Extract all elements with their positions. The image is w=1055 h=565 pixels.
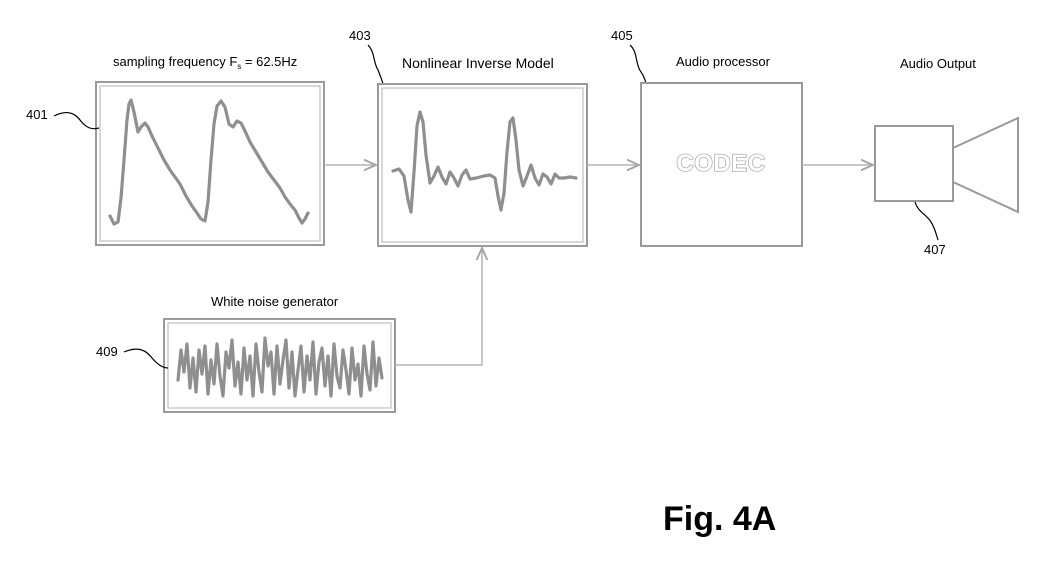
audio-output-block-title: Audio Output [900, 56, 976, 71]
audio-output-leader-line [915, 202, 938, 240]
sensor-leader-line [54, 113, 99, 129]
sensor-ref-number: 401 [26, 107, 48, 122]
noise-generator-leader-line [124, 349, 168, 368]
noise-generator-block [164, 319, 395, 412]
inverse-model-leader-line [368, 45, 383, 84]
inverse-model-block [378, 84, 587, 246]
inverse-model-ref-number: 403 [349, 28, 371, 43]
inverse-model-block-title: Nonlinear Inverse Model [402, 55, 554, 71]
sensor-block-title: sampling frequency Fs = 62.5Hz [113, 54, 297, 71]
figure-caption: Fig. 4A [663, 500, 776, 538]
noise-generator-block-title: White noise generator [211, 294, 339, 309]
noise-generator-ref-number: 409 [96, 344, 118, 359]
audio-processor-ref-number: 405 [611, 28, 633, 43]
noise-to-model-arrow [395, 248, 482, 365]
audio-output-ref-number: 407 [924, 242, 946, 257]
sensor-block [96, 82, 324, 245]
speaker-icon [875, 118, 1018, 212]
speaker-body [875, 126, 953, 201]
audio-processor-block-title: Audio processor [676, 54, 771, 69]
codec-label: CODEC [676, 150, 765, 177]
audio-processor-leader-line [630, 45, 646, 83]
speaker-cone [953, 118, 1018, 212]
